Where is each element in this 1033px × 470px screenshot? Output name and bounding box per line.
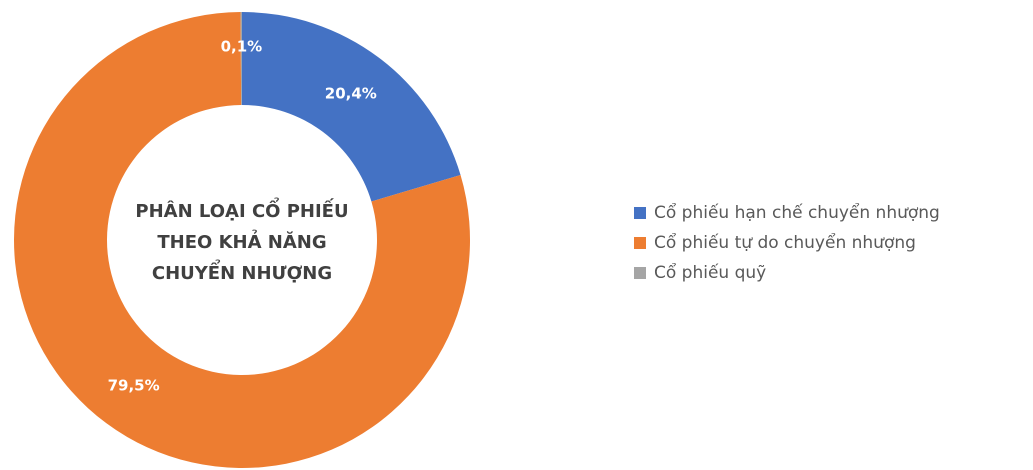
legend-swatch <box>634 267 646 279</box>
legend-label: Cổ phiếu tự do chuyển nhượng <box>654 232 916 253</box>
center-title: THEO KHẢ NĂNG <box>157 230 326 253</box>
legend-label: Cổ phiếu quỹ <box>654 262 766 283</box>
donut-slice <box>240 12 242 106</box>
value-label: 0,1% <box>221 38 263 56</box>
legend-swatch <box>634 207 646 219</box>
donut-slice <box>14 12 471 469</box>
value-label: 20,4% <box>325 85 377 103</box>
legend-label: Cổ phiếu hạn chế chuyển nhượng <box>654 202 940 223</box>
center-title: CHUYỂN NHƯỢNG <box>152 259 332 284</box>
donut-slice <box>242 12 461 202</box>
legend-swatch <box>634 237 646 249</box>
center-title: PHÂN LOẠI CỔ PHIẾU <box>135 197 348 222</box>
value-label: 79,5% <box>108 377 160 395</box>
